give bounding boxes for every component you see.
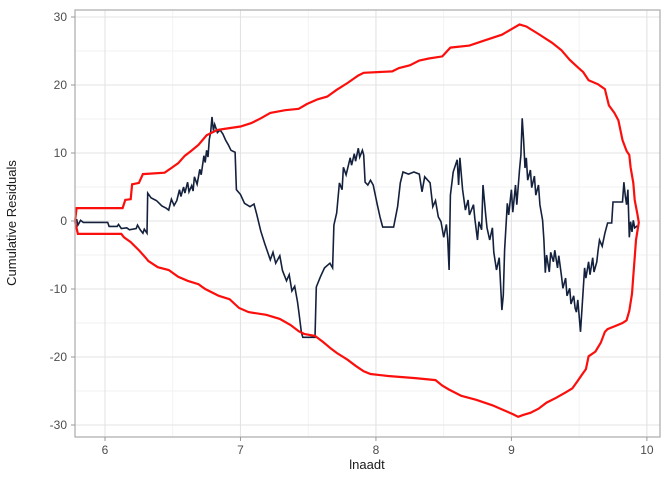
y-tick-label: 0 xyxy=(60,214,67,228)
x-axis-title: lnaadt xyxy=(349,457,385,472)
x-tick-label: 9 xyxy=(508,443,515,457)
y-tick-label: 10 xyxy=(54,146,68,160)
y-tick-label: -30 xyxy=(50,418,68,432)
y-tick-label: -10 xyxy=(50,282,68,296)
y-tick-label: -20 xyxy=(50,350,68,364)
data-series xyxy=(74,23,640,418)
x-tick-label: 10 xyxy=(640,443,654,457)
y-axis-title: Cumulative Residuals xyxy=(4,160,19,286)
y-tick-label: 20 xyxy=(54,78,68,92)
x-tick-label: 7 xyxy=(237,443,244,457)
simulation-envelope-line xyxy=(74,23,640,418)
y-tick-label: 30 xyxy=(54,10,68,24)
x-tick-label: 6 xyxy=(102,443,109,457)
cumulative-residuals-line xyxy=(75,116,638,339)
panel-border xyxy=(74,9,661,438)
axes: 6 7 8 9 10 -30 -20 -10 0 10 20 30 xyxy=(50,9,661,457)
grid-lines xyxy=(75,10,660,437)
x-tick-label: 8 xyxy=(373,443,380,457)
